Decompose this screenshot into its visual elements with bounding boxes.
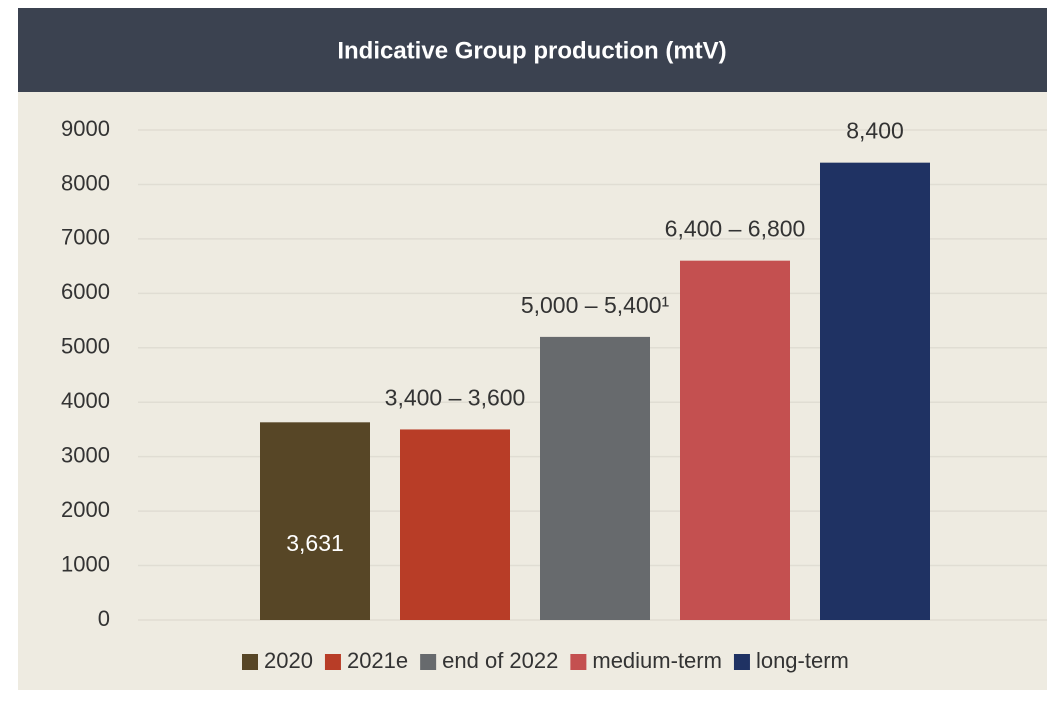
y-tick-label: 1000 <box>61 551 110 576</box>
legend-swatch <box>733 654 750 670</box>
bar <box>680 260 790 620</box>
legend-swatch <box>420 654 437 670</box>
chart-title: Indicative Group production (mtV) <box>337 37 726 64</box>
legend-label: medium-term <box>592 648 722 673</box>
y-tick-label: 0 <box>98 606 110 631</box>
legend-label: end of 2022 <box>442 648 558 673</box>
bar <box>260 422 370 620</box>
value-label: 3,631 <box>286 530 344 556</box>
legend-label: 2021e <box>347 648 408 673</box>
value-label: 3,400 – 3,600 <box>385 385 526 411</box>
y-tick-label: 6000 <box>61 279 110 304</box>
y-tick-label: 9000 <box>61 116 110 141</box>
bar <box>400 429 510 620</box>
legend-label: long-term <box>756 648 849 673</box>
bar <box>820 162 930 620</box>
y-tick-label: 8000 <box>61 170 110 195</box>
legend-label: 2020 <box>264 648 313 673</box>
legend-swatch <box>242 654 258 670</box>
value-label: 8,400 <box>846 118 904 144</box>
y-tick-label: 3000 <box>61 442 110 467</box>
legend-swatch <box>324 654 341 670</box>
y-tick-label: 7000 <box>61 225 110 250</box>
legend-swatch <box>570 654 587 670</box>
value-label: 5,000 – 5,400¹ <box>521 292 670 318</box>
y-tick-label: 4000 <box>61 388 110 413</box>
y-tick-label: 5000 <box>61 334 110 359</box>
value-label: 6,400 – 6,800 <box>665 216 806 242</box>
bar <box>540 336 650 620</box>
y-tick-label: 2000 <box>61 497 110 522</box>
title-band <box>18 8 1047 92</box>
